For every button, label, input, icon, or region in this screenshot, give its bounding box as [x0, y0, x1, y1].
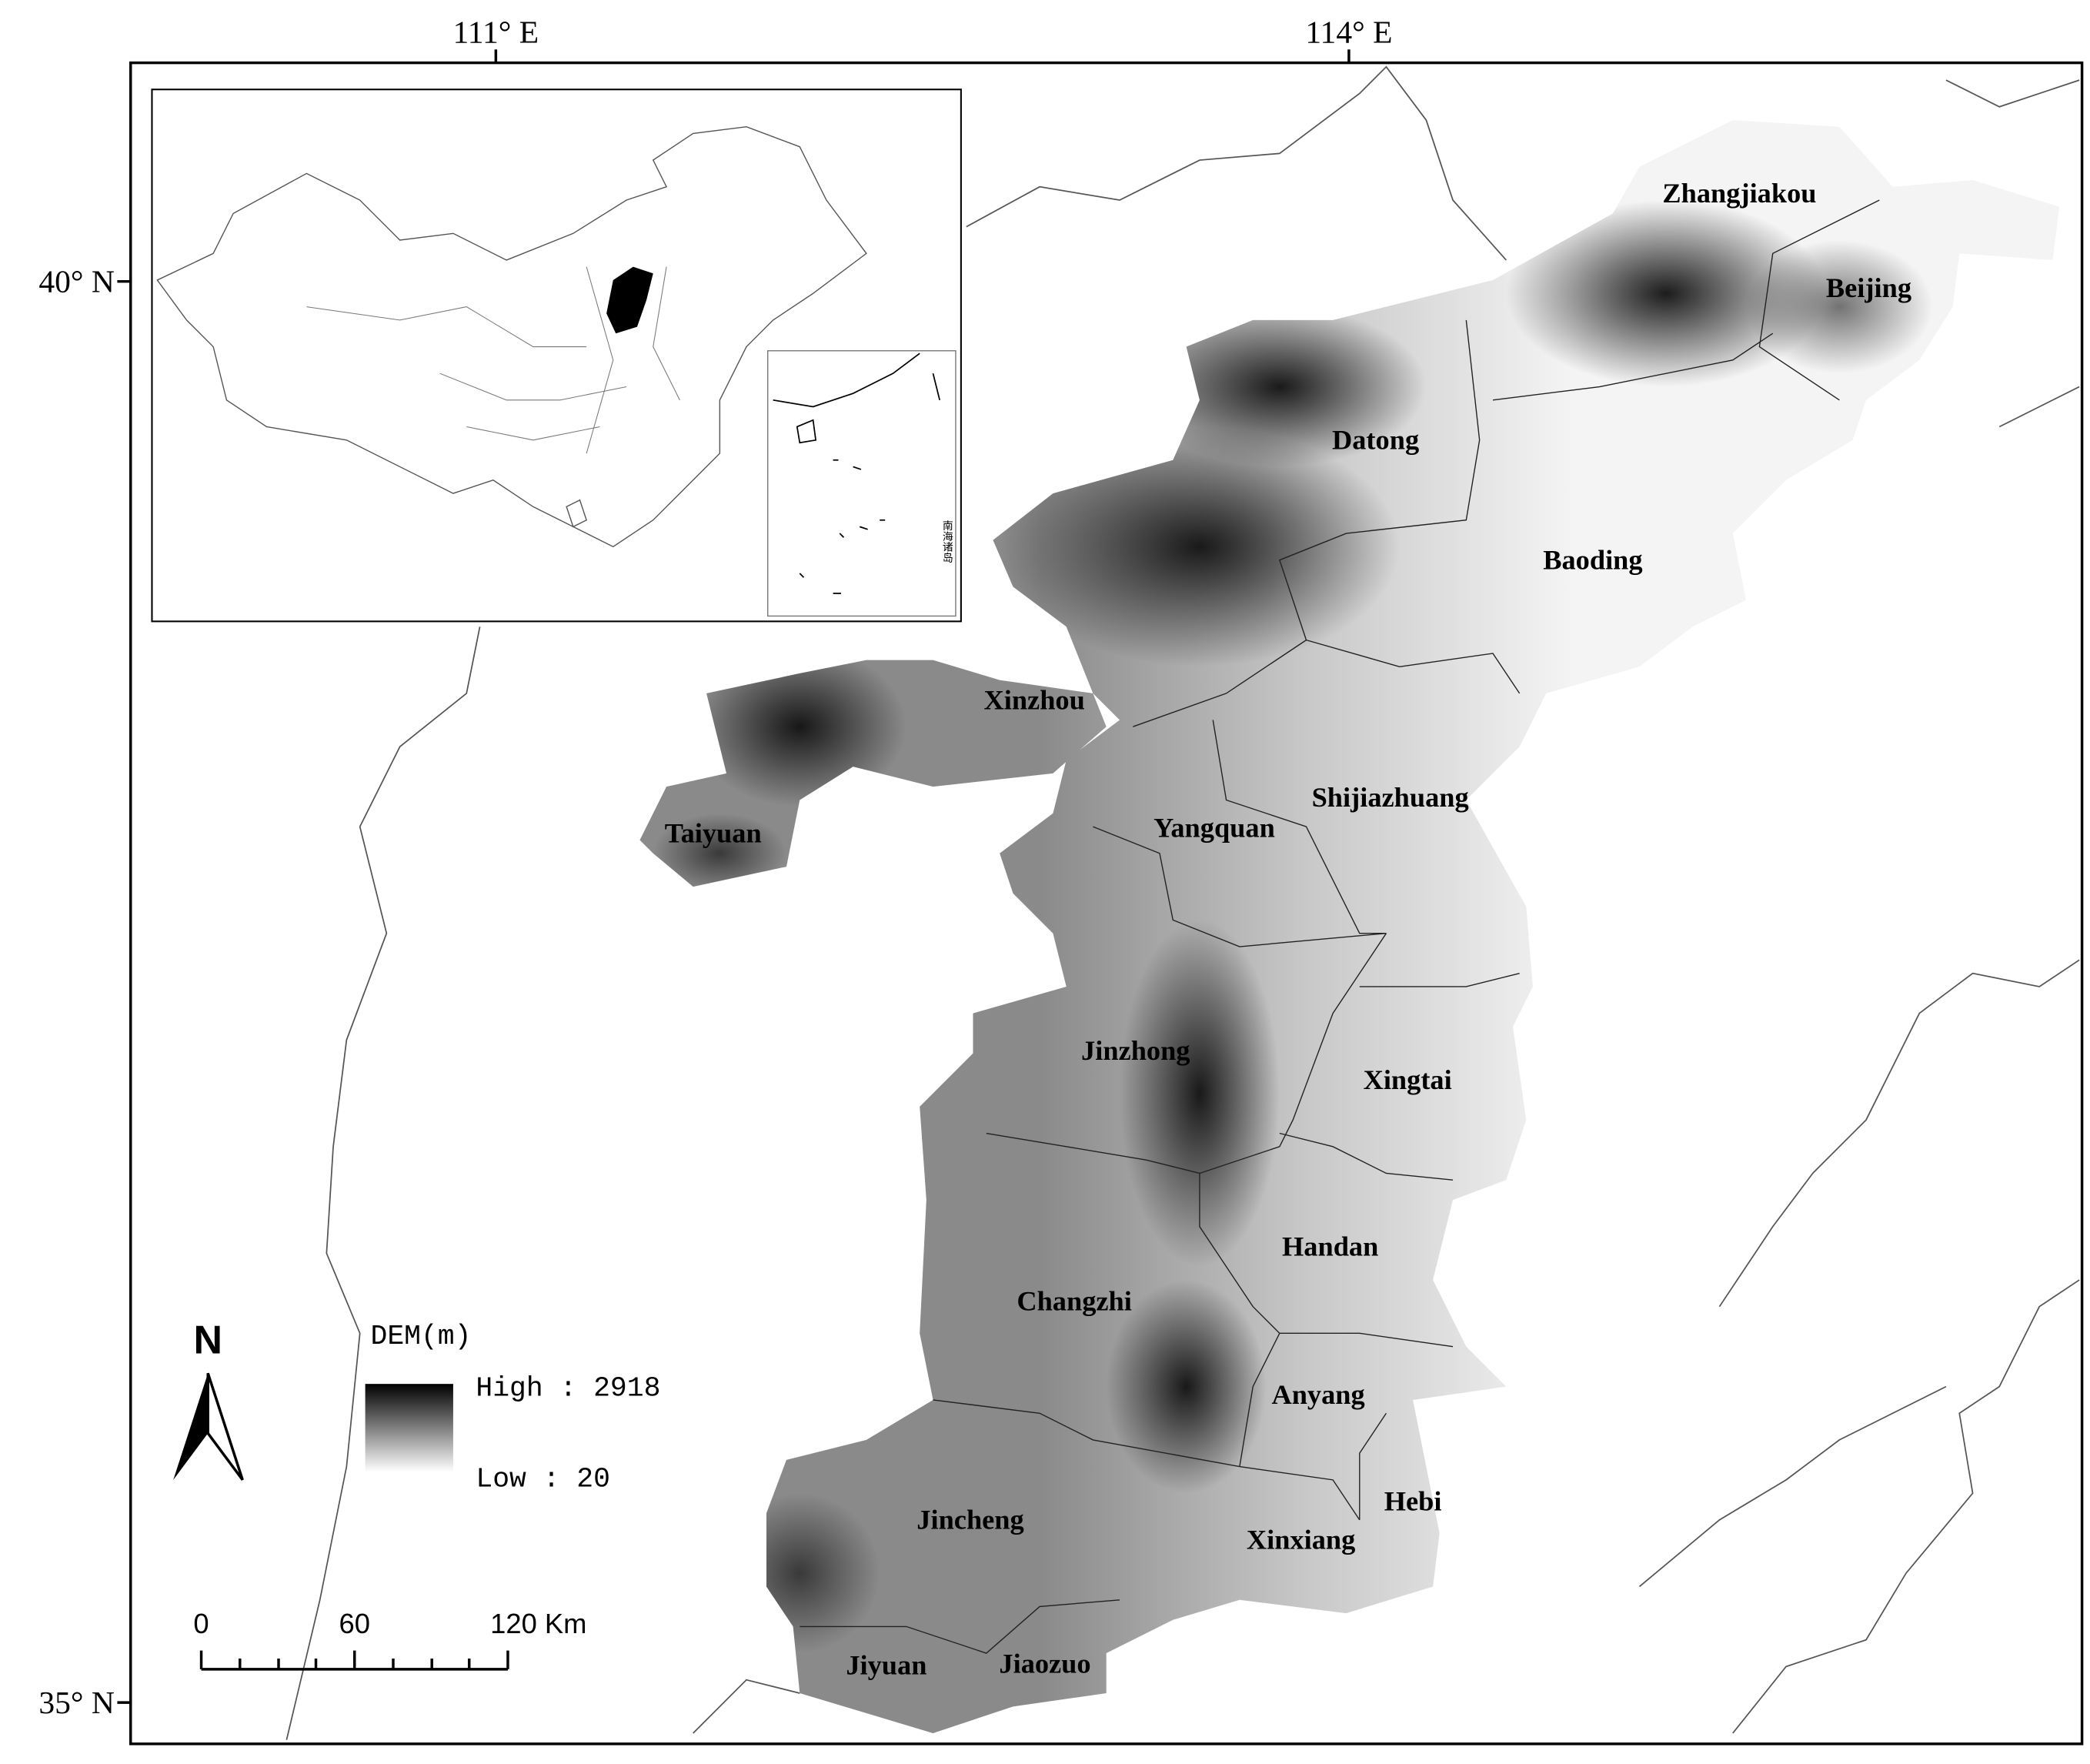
city-label: Xinxiang [1247, 1525, 1355, 1555]
lat-label: 40° N [38, 264, 115, 299]
city-label: Jinzhong [1081, 1035, 1190, 1066]
scale-label: 0 [193, 1608, 209, 1639]
lat-label: 35° N [38, 1685, 115, 1720]
city-label: Changzhi [1017, 1286, 1132, 1317]
city-label: Xingtai [1364, 1064, 1452, 1095]
city-label: Hebi [1384, 1485, 1442, 1516]
north-label: N [193, 1318, 222, 1362]
legend: DEM(m) High : 2918 Low : 20 [365, 1321, 660, 1495]
city-label: Yangquan [1154, 813, 1275, 844]
prefecture-boundaries [800, 199, 1880, 1654]
inset-map: 南海诸岛 [151, 89, 962, 623]
north-arrow: N [173, 1318, 244, 1481]
city-label: Datong [1332, 425, 1419, 456]
city-label: Xinzhou [983, 684, 1084, 715]
lon-label: 111° E [453, 15, 539, 50]
legend-title: DEM(m) [371, 1321, 472, 1352]
legend-ramp [365, 1384, 453, 1472]
city-label: Baoding [1543, 544, 1642, 575]
scale-label: 120 Km [490, 1608, 586, 1639]
legend-low: Low : 20 [476, 1464, 610, 1495]
city-label: Anyang [1271, 1379, 1364, 1410]
legend-high: High : 2918 [476, 1373, 660, 1405]
city-label: Jiyuan [846, 1649, 926, 1680]
scale-bar [199, 1650, 509, 1671]
city-label: Zhangjiakou [1662, 178, 1816, 209]
city-label: Jiaozuo [999, 1649, 1090, 1679]
context-boundaries [285, 65, 2080, 1740]
city-label: Taiyuan [665, 818, 762, 849]
city-label: Handan [1282, 1231, 1378, 1262]
lon-label: 114° E [1305, 15, 1392, 50]
city-label: Jincheng [916, 1505, 1023, 1535]
map-frame [129, 61, 2084, 1746]
city-label: Shijiazhuang [1312, 782, 1469, 813]
scale-label: 60 [339, 1608, 370, 1639]
city-label: Beijing [1826, 272, 1911, 303]
inset-label: 南海诸岛 [940, 520, 953, 563]
